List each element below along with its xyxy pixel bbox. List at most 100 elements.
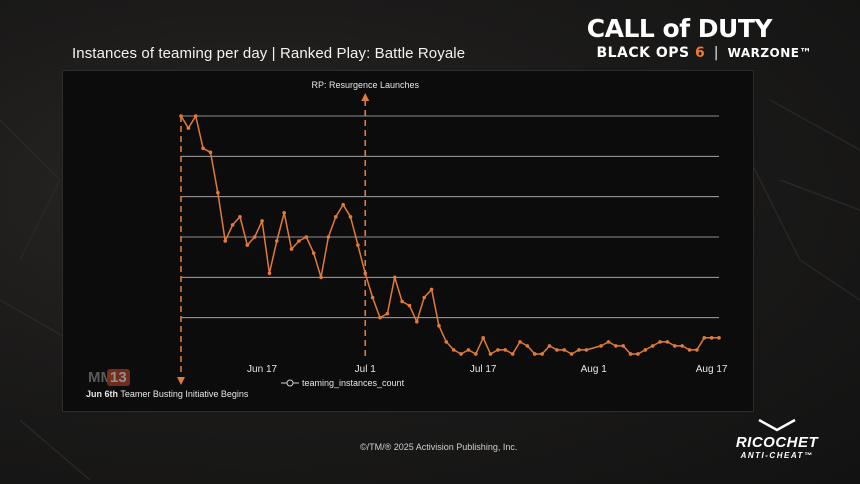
data-point: [208, 150, 213, 155]
x-tick-label: Jun 17: [247, 364, 277, 375]
logo-line-1: CALL of DUTY: [586, 14, 773, 43]
annotation-label: Jun 6th Teamer Busting Initiative Begins: [86, 389, 249, 399]
chart-legend: teaming_instances_count: [281, 378, 405, 388]
data-point: [569, 352, 574, 356]
data-point: [518, 340, 522, 344]
annotation-date: Jun 6th: [86, 389, 118, 399]
data-point: [400, 299, 404, 304]
data-point: [341, 202, 345, 207]
data-point: [422, 295, 427, 300]
data-point: [230, 223, 235, 227]
data-point: [444, 340, 449, 344]
data-point: [555, 348, 559, 352]
chart-annotations: RP: Resurgence Launches Jun 6th Teamer Bu…: [86, 80, 420, 399]
data-point: [385, 311, 390, 316]
data-point: [702, 336, 707, 340]
logo-separator: |: [713, 45, 720, 61]
data-point: [496, 348, 500, 352]
annotation-arrow-up: [361, 93, 370, 101]
data-point: [510, 352, 515, 356]
data-point: [429, 287, 434, 292]
ricochet-mark-icon: [758, 418, 796, 432]
data-point: [407, 303, 412, 308]
data-point: [459, 352, 463, 356]
data-point: [304, 235, 309, 239]
annotation-arrow-down: [177, 377, 185, 385]
data-point: [193, 114, 198, 118]
data-point: [650, 344, 655, 348]
data-point: [695, 348, 699, 352]
annotation-label: RP: Resurgence Launches: [311, 80, 419, 90]
data-point: [363, 271, 368, 276]
data-point: [289, 247, 294, 251]
data-point: [186, 126, 191, 130]
legend-marker: [286, 379, 294, 387]
data-point: [245, 243, 250, 247]
data-point: [717, 336, 721, 340]
data-point: [577, 348, 581, 352]
data-point: [275, 239, 279, 243]
data-point: [311, 251, 316, 255]
logo-warzone: WARZONE™: [727, 46, 812, 60]
data-point: [562, 348, 567, 352]
data-point: [687, 348, 692, 352]
ricochet-logo: RICOCHET ANTI-CHEAT™: [732, 418, 822, 460]
watermark-text: MM: [88, 369, 113, 386]
data-point: [540, 352, 544, 356]
data-point: [547, 344, 552, 348]
data-point: [282, 211, 286, 215]
data-point: [319, 275, 323, 280]
data-point: [201, 146, 205, 151]
watermark-number: 13: [107, 369, 130, 386]
data-point: [672, 344, 677, 348]
watermark: MM13: [88, 369, 130, 386]
copyright-text: ©/TM/® 2025 Activision Publishing, Inc.: [360, 442, 518, 452]
data-point: [636, 352, 640, 356]
data-point: [356, 243, 360, 247]
data-point: [297, 239, 301, 243]
data-point: [665, 340, 670, 344]
data-point: [628, 352, 633, 356]
annotation-text: Teamer Busting Initiative Begins: [118, 389, 249, 399]
data-point: [370, 295, 375, 300]
data-point: [179, 114, 183, 118]
legend-label: teaming_instances_count: [302, 378, 405, 388]
logo-six: 6: [695, 45, 706, 61]
call-of-duty-logo: CALL of DUTY BLACK OPS 6 | WARZONE™: [586, 14, 812, 62]
data-point: [437, 323, 441, 328]
data-point: [606, 340, 611, 344]
data-point: [614, 344, 618, 348]
data-point: [267, 271, 272, 276]
x-tick-label: Aug 1: [581, 364, 608, 375]
data-point: [599, 344, 603, 348]
data-point: [260, 219, 264, 223]
x-tick-label: Jul 1: [355, 364, 377, 375]
logo-black-ops: BLACK OPS: [596, 45, 690, 61]
logo-line-2: BLACK OPS 6 | WARZONE™: [596, 45, 812, 61]
data-point: [643, 348, 648, 352]
x-tick-label: Aug 17: [696, 364, 728, 375]
data-point: [473, 352, 478, 356]
data-point: [378, 315, 382, 320]
data-point: [481, 336, 485, 340]
ricochet-name: RICOCHET: [735, 434, 819, 451]
series-line: [180, 115, 719, 355]
data-point: [252, 235, 257, 239]
data-point: [415, 319, 419, 324]
data-point: [503, 348, 508, 352]
chart-title: Instances of teaming per day | Ranked Pl…: [72, 45, 466, 62]
chart-gridlines: [181, 115, 719, 319]
data-point: [584, 348, 589, 352]
data-point: [223, 239, 228, 243]
data-point: [525, 344, 530, 348]
data-point: [238, 215, 242, 219]
data-point: [488, 352, 493, 356]
data-point: [333, 215, 338, 219]
data-point: [392, 275, 397, 280]
chart-series: [179, 114, 721, 356]
data-point: [451, 348, 456, 352]
data-point: [658, 340, 662, 344]
data-point: [709, 336, 714, 340]
data-point: [621, 344, 625, 348]
